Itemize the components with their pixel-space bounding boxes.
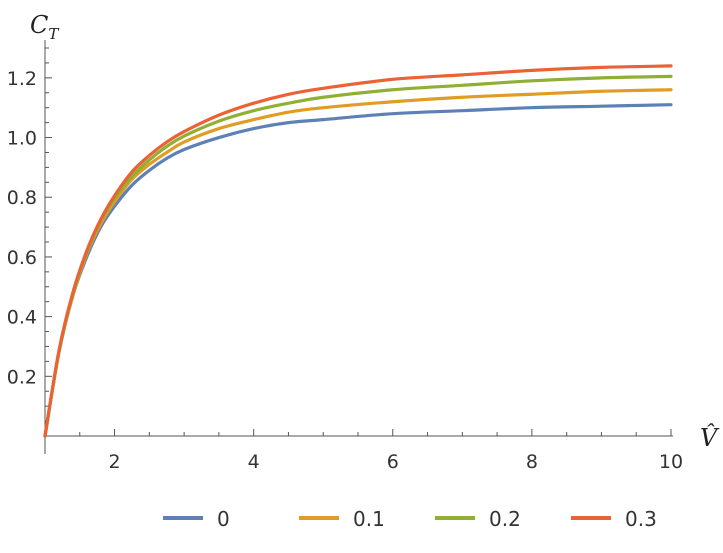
x-axis-label: V̂ — [700, 424, 720, 452]
axis-labels: CT V̂ — [30, 11, 720, 452]
y-tick-label: 1.2 — [7, 68, 37, 90]
x-tick-label: 8 — [526, 451, 538, 473]
y-axis-label: CT — [30, 11, 59, 43]
series-line-2 — [43, 74, 673, 438]
y-tick-label: 0.6 — [7, 247, 37, 269]
series-line-3 — [43, 64, 673, 438]
series-lines — [43, 64, 673, 438]
x-tick-label: 2 — [109, 451, 121, 473]
series-line-0 — [43, 103, 673, 438]
y-tick-label: 0.2 — [7, 366, 37, 388]
legend-label-3: 0.3 — [625, 507, 657, 531]
y-tick-label: 0.8 — [7, 187, 37, 209]
x-tick-label: 6 — [387, 451, 399, 473]
y-axis-label-main: C — [30, 11, 48, 39]
legend-label-0: 0 — [217, 507, 230, 531]
axes: 2 4 6 8 10 0.2 0.4 0.6 0.8 1.0 1.2 — [7, 40, 683, 473]
x-tick-label: 4 — [248, 451, 260, 473]
legend-label-1: 0.1 — [353, 507, 385, 531]
y-axis-label-subscript: T — [48, 25, 59, 43]
y-tick-label: 0.4 — [7, 307, 37, 329]
legend: 0 0.1 0.2 0.3 — [163, 507, 657, 531]
x-tick-label: 10 — [659, 451, 683, 473]
series-line-1 — [43, 88, 673, 438]
legend-label-2: 0.2 — [489, 507, 521, 531]
y-tick-label: 1.0 — [7, 128, 37, 150]
